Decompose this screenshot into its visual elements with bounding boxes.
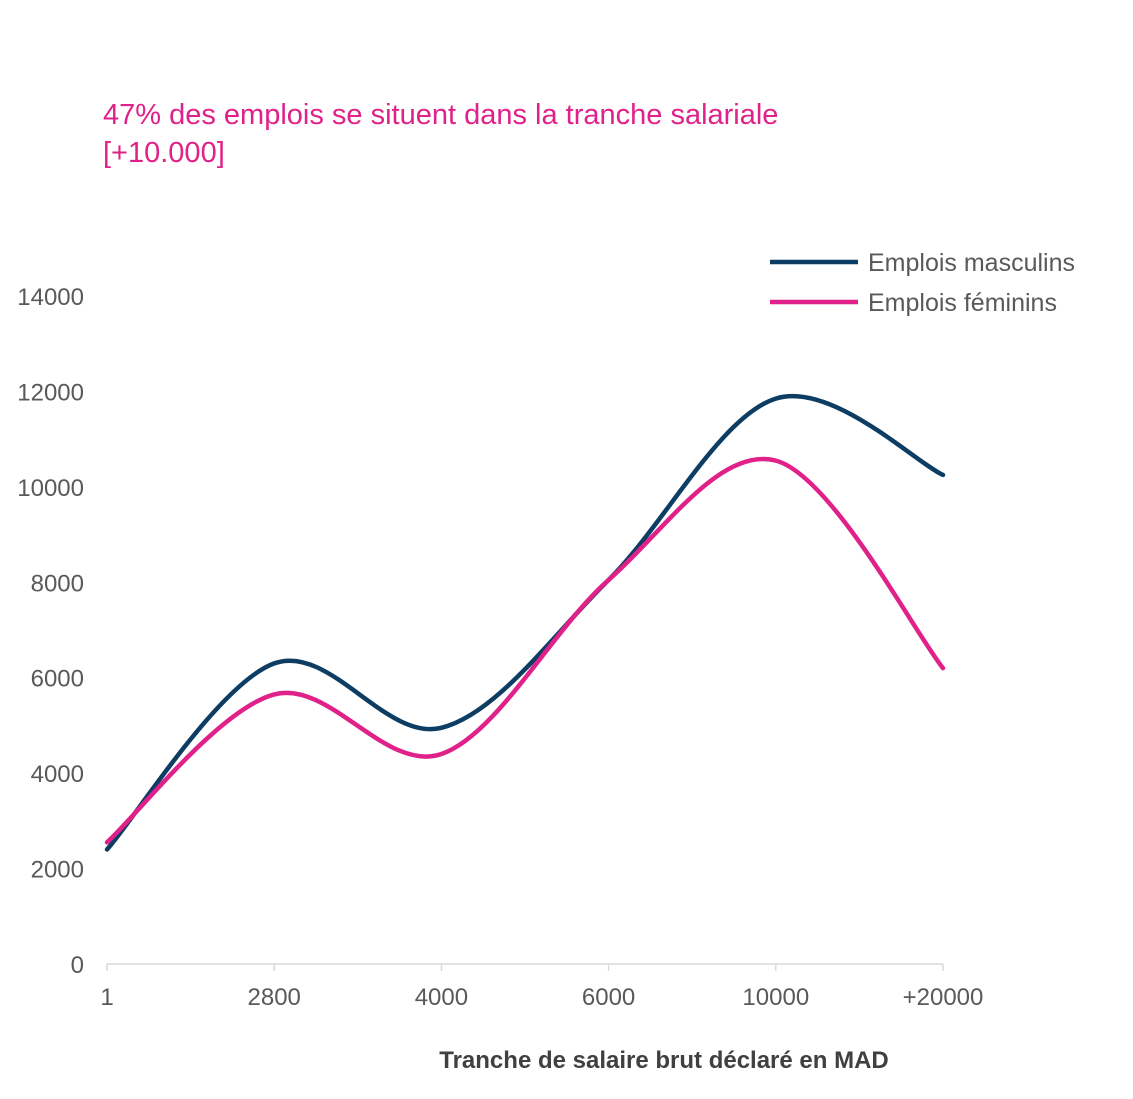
x-tick-label: 1 bbox=[100, 984, 113, 1011]
y-tick-label: 2000 bbox=[31, 857, 84, 884]
y-axis: 0 2000 4000 6000 8000 10000 12000 14000 bbox=[17, 284, 84, 979]
x-axis-label: Tranche de salaire brut déclaré en MAD bbox=[439, 1047, 889, 1074]
series-line-masculins bbox=[104, 394, 946, 852]
y-tick-label: 12000 bbox=[17, 379, 84, 406]
y-tick-label: 0 bbox=[71, 952, 84, 979]
chart-title-line: 47% des emplois se situent dans la tranc… bbox=[103, 99, 778, 131]
series-lines bbox=[104, 394, 946, 852]
x-tick-label: 10000 bbox=[742, 984, 809, 1011]
y-tick-label: 8000 bbox=[31, 570, 84, 597]
legend-label: Emplois masculins bbox=[868, 249, 1075, 277]
series-line-feminins bbox=[104, 456, 946, 845]
y-tick-label: 4000 bbox=[31, 761, 84, 788]
x-axis: 1 2800 4000 6000 10000 +20000 bbox=[100, 963, 984, 1011]
chart-title: 47% des emplois se situent dans la tranc… bbox=[103, 99, 778, 169]
x-tick-label: 2800 bbox=[248, 984, 301, 1011]
y-tick-label: 6000 bbox=[31, 666, 84, 693]
legend: Emplois masculins Emplois féminins bbox=[770, 249, 1075, 317]
chart-title-line: [+10.000] bbox=[103, 137, 225, 169]
y-tick-label: 10000 bbox=[17, 475, 84, 502]
x-tick-label: +20000 bbox=[903, 984, 984, 1011]
legend-label: Emplois féminins bbox=[868, 289, 1057, 317]
y-tick-label: 14000 bbox=[17, 284, 84, 311]
x-tick-label: 6000 bbox=[582, 984, 635, 1011]
x-tick-label: 4000 bbox=[415, 984, 468, 1011]
